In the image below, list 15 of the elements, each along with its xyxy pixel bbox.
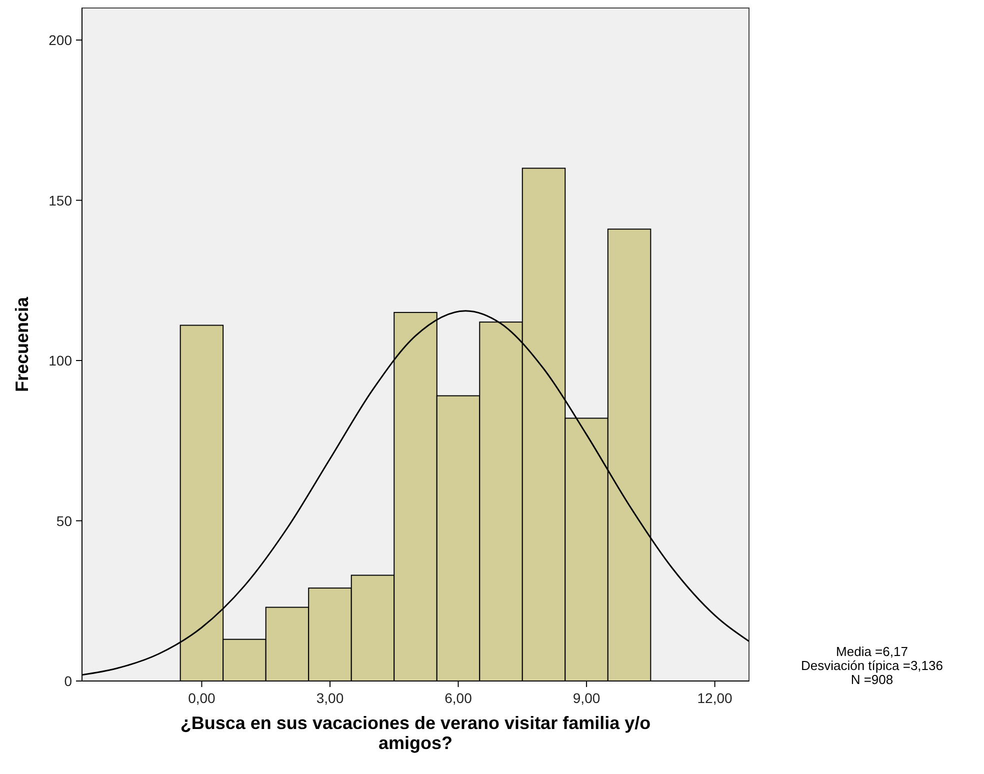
y-axis-title: Frecuencia (12, 296, 32, 392)
x-tick-label: 6,00 (444, 690, 472, 706)
y-tick-label: 200 (48, 32, 72, 48)
y-tick-label: 100 (48, 352, 72, 369)
x-tick-label: 12,00 (697, 690, 733, 706)
x-tick-label: 3,00 (316, 690, 344, 706)
x-axis-title: ¿Busca en sus vacaciones de verano visitar familia y/o amigos? (180, 713, 651, 753)
y-tick-label: 150 (48, 192, 72, 208)
text: Media =6,17 (836, 644, 908, 659)
text: N =908 (850, 672, 894, 687)
y-tick-label: 50 (56, 512, 72, 529)
y-tick-label: 0 (64, 673, 72, 689)
text: Desviación típica =3,136 (800, 658, 944, 673)
x-tick-label: 0,00 (188, 690, 216, 706)
x-tick-label: 9,00 (572, 690, 600, 706)
